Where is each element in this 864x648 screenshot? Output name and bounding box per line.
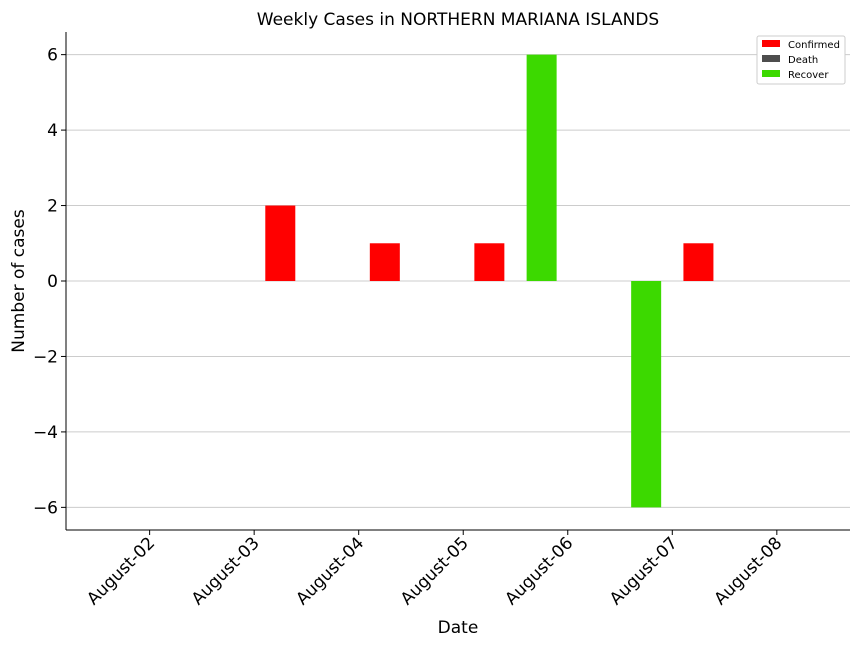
x-tick-label: August-03 [188,533,264,609]
y-tick-label: 0 [47,272,58,292]
bar-confirmed-august-07 [683,243,714,281]
y-tick-label: 6 [47,46,58,66]
grid-layer [66,54,850,508]
x-ticks: August-02 August-03 August-04 August-05 Augu… [83,530,786,609]
legend-label-death: Death [788,55,818,66]
y-ticks: −6 −4 −2 0 2 4 6 [33,46,66,518]
legend-swatch-confirmed [762,40,780,47]
x-tick-label: August-08 [711,533,787,609]
y-axis-label: Number of cases [9,209,29,353]
legend-label-recover: Recover [788,70,829,81]
x-tick-label: August-04 [292,533,368,609]
y-tick-label: 4 [47,121,58,141]
x-tick-label: August-07 [606,533,682,609]
legend-swatch-recover [762,70,780,77]
bar-confirmed-august-03 [265,205,296,281]
y-tick-label: −2 [33,347,58,367]
x-axis-label: Date [438,618,479,638]
bar-recover-august-07 [631,281,662,508]
x-tick-label: August-05 [397,533,473,609]
chart-title: Weekly Cases in NORTHERN MARIANA ISLANDS [257,10,659,30]
y-tick-label: −4 [33,423,58,443]
x-tick-label: August-02 [83,533,159,609]
y-tick-label: −6 [33,498,58,518]
y-tick-label: 2 [47,197,58,217]
bars-layer [265,54,714,508]
legend-swatch-death [762,55,780,62]
x-tick-label: August-06 [501,533,577,609]
bar-recover-august-06 [526,54,557,281]
legend-label-confirmed: Confirmed [788,40,840,51]
bar-confirmed-august-05 [474,243,505,281]
bar-confirmed-august-04 [369,243,400,281]
legend: Confirmed Death Recover [756,35,846,85]
